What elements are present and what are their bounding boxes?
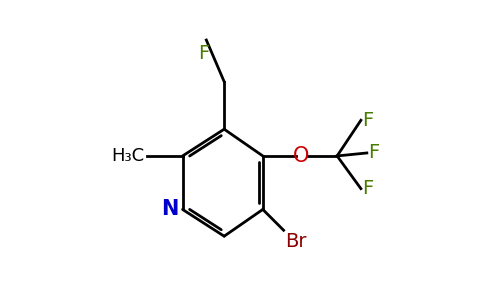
- Text: F: F: [198, 44, 209, 64]
- Text: Br: Br: [285, 232, 306, 251]
- Text: O: O: [293, 146, 310, 166]
- Text: F: F: [363, 111, 374, 130]
- Text: F: F: [363, 179, 374, 198]
- Text: H₃C: H₃C: [111, 147, 144, 165]
- Text: N: N: [161, 200, 178, 219]
- Text: F: F: [368, 143, 379, 163]
